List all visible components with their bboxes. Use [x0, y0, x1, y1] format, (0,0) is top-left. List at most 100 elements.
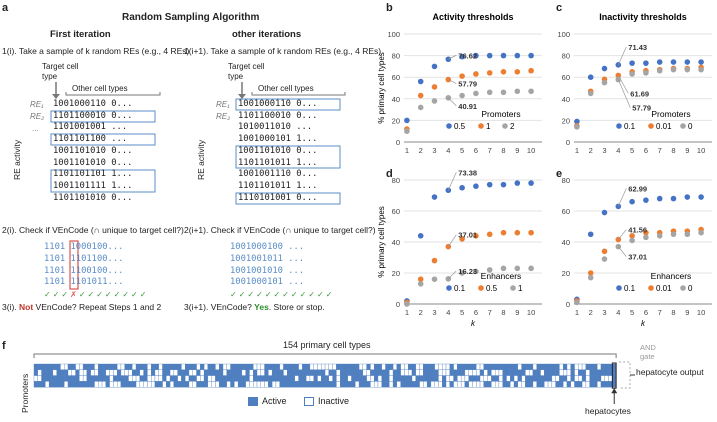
- grid-cell: [438, 369, 443, 376]
- grid-cell: [460, 369, 466, 376]
- grid-cell: [109, 369, 114, 376]
- grid-cell: [449, 375, 454, 382]
- x-tick-label: 5: [630, 308, 634, 317]
- legend-marker: [478, 285, 484, 291]
- grid-cell: [351, 369, 356, 376]
- grid-cell: [540, 381, 545, 388]
- grid-cell: [415, 369, 420, 376]
- x-axis-label: k: [471, 319, 476, 328]
- grid-cell: [230, 375, 235, 382]
- grid-cell: [305, 381, 311, 388]
- grid-cell: [445, 381, 450, 388]
- legend-entry: 1: [486, 122, 491, 131]
- grid-cell: [581, 363, 587, 370]
- grid-cell: [464, 375, 469, 382]
- data-point: [629, 71, 635, 77]
- grid-cell: [317, 381, 322, 388]
- data-point: [417, 78, 424, 85]
- grid-cell: [290, 363, 295, 370]
- grid-cell: [147, 363, 152, 370]
- grid-cell: [79, 375, 84, 382]
- data-point: [574, 299, 580, 306]
- grid-cell: [287, 363, 292, 370]
- grid-cell: [196, 381, 201, 388]
- x-tick-label: 9: [685, 308, 689, 317]
- grid-cell: [479, 369, 484, 376]
- grid-cell: [241, 375, 246, 382]
- grid-cell: [86, 363, 91, 370]
- grid-cell: [98, 375, 103, 382]
- grid-cell: [245, 363, 250, 370]
- grid-cell: [290, 381, 295, 388]
- grid-cell: [287, 375, 292, 382]
- data-label: 61.69: [630, 89, 649, 98]
- step3-left: 3(i). Not VEnCode? Repeat Steps 1 and 2: [2, 302, 162, 312]
- y-axis-label: % primary cell types: [377, 206, 386, 278]
- grid-cell: [90, 369, 95, 376]
- grid-cell: [604, 375, 609, 382]
- data-point: [528, 88, 534, 95]
- x-tick-label: 8: [501, 146, 505, 155]
- grid-cell: [196, 363, 201, 370]
- grid-cell: [253, 375, 258, 382]
- matrix-row: 1101100010 0...: [53, 110, 133, 121]
- grid-cell: [177, 375, 182, 382]
- check-matrix-right: 1001000100 ... 1001001011 ... 1001001010 .…: [230, 242, 304, 289]
- grid-cell: [340, 363, 345, 370]
- grid-cell: [237, 363, 243, 370]
- grid-cell: [419, 381, 424, 388]
- grid-cell: [532, 363, 537, 370]
- data-label: 40.91: [458, 102, 477, 111]
- grid-cell: [82, 363, 88, 370]
- grid-cell: [200, 363, 205, 370]
- grid-cell: [86, 375, 91, 382]
- grid-cell: [566, 369, 571, 376]
- grid-cell: [166, 363, 171, 370]
- step1-left: 1(i). Take a sample of k random REs (e.g…: [2, 46, 190, 56]
- matrix-row: 1110101001 0...: [238, 192, 318, 203]
- grid-cell: [370, 363, 375, 370]
- grid-cell: [207, 369, 212, 376]
- grid-cell: [389, 375, 394, 382]
- grid-cell: [536, 363, 541, 370]
- matrix-row: 1101100010 0...: [238, 110, 318, 121]
- grid-cell: [94, 381, 99, 388]
- grid-cell: [408, 363, 413, 370]
- grid-cell: [185, 369, 190, 376]
- data-point: [629, 233, 635, 239]
- grid-cell: [370, 369, 375, 376]
- grid-cell: [513, 381, 519, 388]
- grid-cell: [298, 375, 303, 382]
- grid-cell: [593, 363, 598, 370]
- grid-cell: [139, 375, 144, 382]
- data-point: [587, 270, 594, 276]
- grid-cell: [612, 369, 617, 376]
- grid-cell: [94, 363, 99, 370]
- grid-cell: [453, 369, 458, 376]
- grid-cell: [513, 375, 519, 382]
- legend-inactive: Inactive: [318, 396, 350, 406]
- grid-cell: [143, 381, 148, 388]
- matrix-row: 1101101011 1...: [238, 180, 318, 191]
- grid-cell: [71, 369, 76, 376]
- grid-cell: [381, 381, 386, 388]
- grid-cell: [86, 381, 91, 388]
- grid-cell: [506, 369, 511, 376]
- grid-cell: [559, 363, 564, 370]
- grid-cell: [52, 375, 57, 382]
- grid-cell: [479, 375, 484, 382]
- grid-cell: [479, 381, 484, 388]
- grid-cell: [64, 375, 69, 382]
- data-point: [670, 195, 677, 202]
- grid-cell: [268, 381, 273, 388]
- grid-cell: [366, 381, 371, 388]
- grid-cell: [460, 375, 466, 382]
- data-point: [643, 60, 649, 66]
- grid-cell: [309, 381, 314, 388]
- grid-cell: [309, 369, 314, 376]
- x-axis-label: k: [641, 319, 646, 328]
- grid-cell: [438, 363, 443, 370]
- grid-cell: [498, 369, 503, 376]
- grid-cell: [162, 375, 167, 382]
